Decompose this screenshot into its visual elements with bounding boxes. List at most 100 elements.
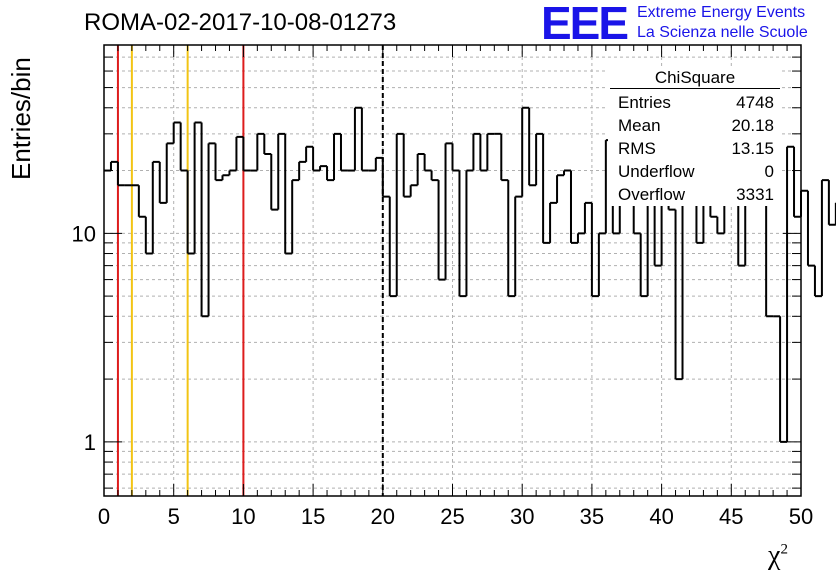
histogram-bin [277, 132, 286, 210]
stats-label: Underflow [618, 162, 695, 181]
histogram-bin [200, 122, 209, 318]
histogram-bin [576, 232, 585, 243]
stats-title: ChiSquare [610, 68, 780, 89]
histogram-bin [639, 233, 648, 298]
histogram-bin [744, 201, 753, 266]
histogram-bin [263, 133, 272, 156]
histogram-bin [528, 107, 537, 187]
histogram-bin [360, 107, 369, 172]
histogram-bin [820, 179, 829, 297]
x-tick-label: 25 [440, 504, 464, 529]
histogram-bin [158, 161, 167, 204]
histogram-bin [193, 121, 202, 254]
stats-row-rms: RMS 13.15 [610, 137, 780, 160]
histogram-bin [374, 156, 383, 171]
x-tick-label: 50 [789, 504, 813, 529]
histogram-bin [716, 216, 725, 235]
x-tick-label: 5 [168, 504, 180, 529]
x-tick-label: 30 [510, 504, 534, 529]
histogram-bin [416, 153, 425, 186]
stats-row-mean: Mean 20.18 [610, 114, 780, 137]
x-tick-label: 10 [231, 504, 255, 529]
histogram-bin [326, 166, 335, 182]
histogram-bin [312, 146, 321, 172]
stats-value: 20.18 [731, 116, 774, 135]
histogram-bin [451, 143, 460, 172]
histogram-bin [800, 189, 808, 217]
histogram-bin [270, 154, 279, 211]
histogram-bin [563, 169, 571, 176]
histogram-bin [144, 216, 153, 255]
run-title: ROMA-02-2017-10-08-01273 [84, 9, 397, 36]
histogram-bin [569, 170, 578, 244]
brand-line-1: Extreme Energy Events [637, 4, 806, 21]
histogram-bin [827, 180, 836, 226]
y-tick-label: 1 [84, 430, 96, 455]
x-tick-label: 35 [580, 504, 604, 529]
histogram-bin [583, 201, 592, 234]
histogram-bin [235, 135, 244, 171]
histogram-bin [786, 145, 795, 442]
histogram-bin [256, 132, 265, 171]
histogram-bin [597, 232, 606, 297]
stats-value: 3331 [736, 185, 774, 204]
x-tick-label: 45 [719, 504, 743, 529]
histogram-bin [486, 132, 495, 171]
histogram-bin [507, 180, 516, 298]
histogram-bin [228, 169, 237, 176]
histogram-bin [542, 133, 551, 244]
histogram-bin [590, 202, 599, 298]
histogram-bin [116, 161, 125, 187]
histogram-bin [291, 179, 300, 254]
histogram-bin [458, 170, 467, 298]
histogram-bin [388, 196, 397, 298]
histogram-bin [207, 142, 216, 317]
brand-text: Extreme Energy Events La Scienza nelle S… [637, 3, 808, 43]
x-tick-label: 40 [649, 504, 673, 529]
histogram-bin [221, 174, 230, 181]
histogram-bin [109, 160, 118, 171]
histogram-bin [765, 196, 774, 318]
stats-row-overflow: Overflow 3331 [610, 183, 780, 206]
histogram-bin [444, 142, 453, 280]
brand-line-2: La Scienza nelle Scuole [637, 24, 808, 41]
eee-logo: EEE [541, 0, 629, 49]
x-axis-label: χ2 [768, 540, 788, 571]
stats-row-underflow: Underflow 0 [610, 160, 780, 183]
histogram-bin [521, 106, 530, 197]
histogram-bin [465, 169, 474, 297]
histogram-bin [172, 121, 181, 144]
histogram-bin [333, 132, 341, 181]
histogram-bin [305, 145, 314, 162]
stats-value: 13.15 [731, 139, 774, 158]
stats-label: Mean [618, 116, 661, 135]
histogram-bin [806, 190, 815, 267]
histogram-bin [793, 146, 801, 218]
histogram-bin [556, 174, 565, 203]
histogram-bin [430, 170, 439, 182]
histogram-bin [339, 133, 348, 172]
stats-box: ChiSquare Entries 4748 Mean 20.18 RMS 13… [608, 68, 782, 206]
histogram-bin [165, 142, 174, 203]
histogram-bin [137, 185, 146, 218]
histogram-bin [437, 180, 446, 281]
histogram-bin [535, 132, 544, 186]
histogram-bin [186, 170, 195, 255]
histogram-bin [409, 184, 418, 197]
x-tick-label: 0 [98, 504, 110, 529]
stats-label: Entries [618, 93, 671, 112]
histogram-bin [298, 160, 307, 181]
histogram-bin [151, 160, 160, 254]
histogram-bin [514, 195, 523, 297]
y-tick-label: 10 [72, 221, 96, 246]
histogram-bin [813, 265, 822, 298]
histogram-bin [674, 209, 683, 381]
histogram-bin [500, 133, 509, 182]
stats-label: RMS [618, 139, 656, 158]
histogram-bin [214, 143, 223, 182]
histogram-bin [319, 165, 328, 171]
histogram-bin [381, 157, 390, 198]
x-tick-label: 15 [301, 504, 325, 529]
histogram-bin [395, 132, 404, 297]
histogram-bin [479, 133, 488, 172]
